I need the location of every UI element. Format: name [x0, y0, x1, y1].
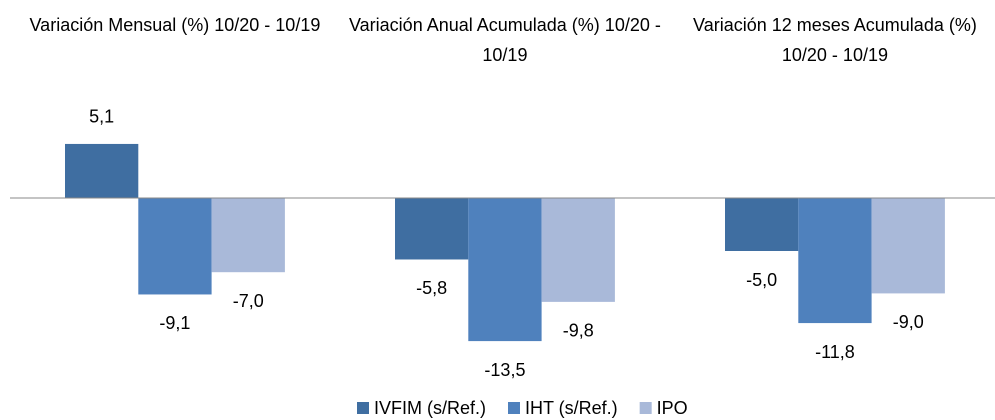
legend-label: IVFIM (s/Ref.) — [374, 398, 486, 418]
bar — [468, 198, 542, 342]
legend-label: IHT (s/Ref.) — [525, 398, 618, 418]
data-label: -9,8 — [563, 321, 594, 341]
bar — [395, 198, 469, 260]
bar — [138, 198, 212, 295]
category-label: Variación 12 meses Acumulada (%) 10/20 -… — [693, 15, 977, 65]
category-label: Variación Anual Acumulada (%) 10/20 - 10… — [349, 15, 661, 65]
data-label: -11,8 — [815, 342, 855, 362]
legend-swatch — [639, 402, 652, 414]
bar — [871, 198, 945, 294]
data-label: -9,0 — [893, 312, 924, 332]
bar — [725, 198, 799, 251]
data-label: -5,0 — [746, 270, 777, 290]
data-label: -7,0 — [233, 291, 264, 311]
bar — [541, 198, 615, 302]
data-label: -13,5 — [484, 360, 525, 380]
data-label: 5,1 — [89, 107, 114, 127]
category-label: Variación Mensual (%) 10/20 - 10/19 — [29, 15, 321, 35]
bar — [65, 143, 139, 198]
data-label: -9,1 — [159, 313, 190, 333]
data-label: -5,8 — [416, 278, 447, 298]
legend-swatch — [357, 402, 369, 414]
legend-label: IPO — [657, 398, 688, 418]
bar — [211, 198, 285, 273]
bar — [798, 198, 872, 324]
legend-swatch — [508, 402, 520, 414]
